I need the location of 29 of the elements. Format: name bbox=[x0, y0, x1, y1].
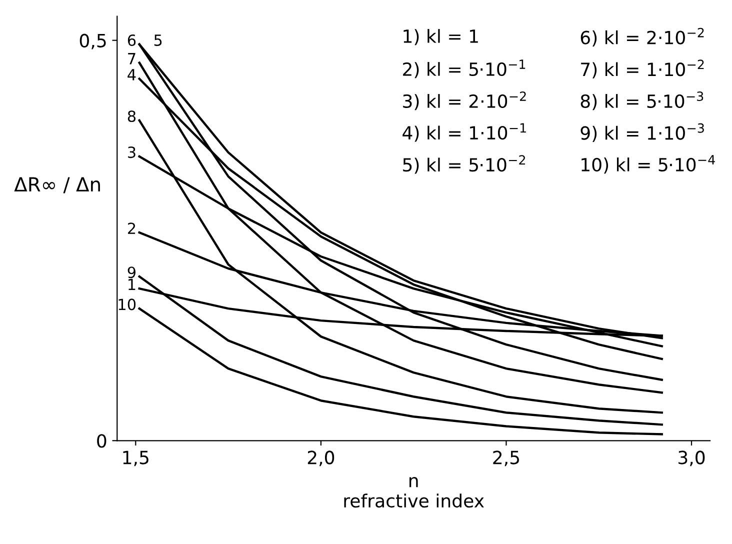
x-tick-label: 2,0 bbox=[308, 450, 334, 466]
annotation: 9) kl = 1·10$^{−3}$ bbox=[580, 123, 704, 142]
y-axis-title: ΔR∞ / Δn bbox=[14, 177, 100, 194]
annotation: 7) kl = 1·10$^{−2}$ bbox=[581, 60, 704, 78]
series-label: 5 bbox=[154, 34, 162, 46]
annotation: 6) kl = 2·10$^{−2}$ bbox=[580, 28, 704, 46]
series-label: 7 bbox=[128, 53, 136, 64]
annotation: 10) kl = 5·10$^{−4}$ bbox=[582, 155, 715, 174]
annotation: 3) kl = 2·10$^{−2}$ bbox=[403, 91, 526, 110]
x-tick-label: 2,5 bbox=[493, 450, 520, 466]
annotation: 2) kl = 5·10$^{−1}$ bbox=[403, 60, 526, 78]
series-label: 2 bbox=[128, 222, 136, 234]
series-label: 6 bbox=[128, 34, 136, 46]
annotation: 5) kl = 5·10$^{−2}$ bbox=[403, 155, 525, 174]
series-label: 1 bbox=[128, 278, 136, 290]
y-tick-label: 0,5 bbox=[80, 34, 106, 50]
y-tick-label: 0 bbox=[97, 434, 106, 448]
line-series bbox=[138, 307, 663, 436]
x-tick-label: 1,5 bbox=[123, 450, 148, 466]
series-label: 4 bbox=[128, 69, 136, 80]
annotation: 1) kl = 1 bbox=[404, 29, 478, 46]
series-label: 10 bbox=[118, 298, 136, 310]
x-tick-label: 3,0 bbox=[678, 450, 705, 466]
annotation: 4) kl = 1·10$^{−1}$ bbox=[402, 123, 526, 142]
series-label: 8 bbox=[128, 110, 136, 122]
series-label: 3 bbox=[128, 146, 136, 158]
annotation: 8) kl = 5·10$^{−3}$ bbox=[580, 91, 704, 110]
series-label: 9 bbox=[128, 266, 136, 278]
x-axis-title: n refractive index bbox=[344, 477, 484, 508]
